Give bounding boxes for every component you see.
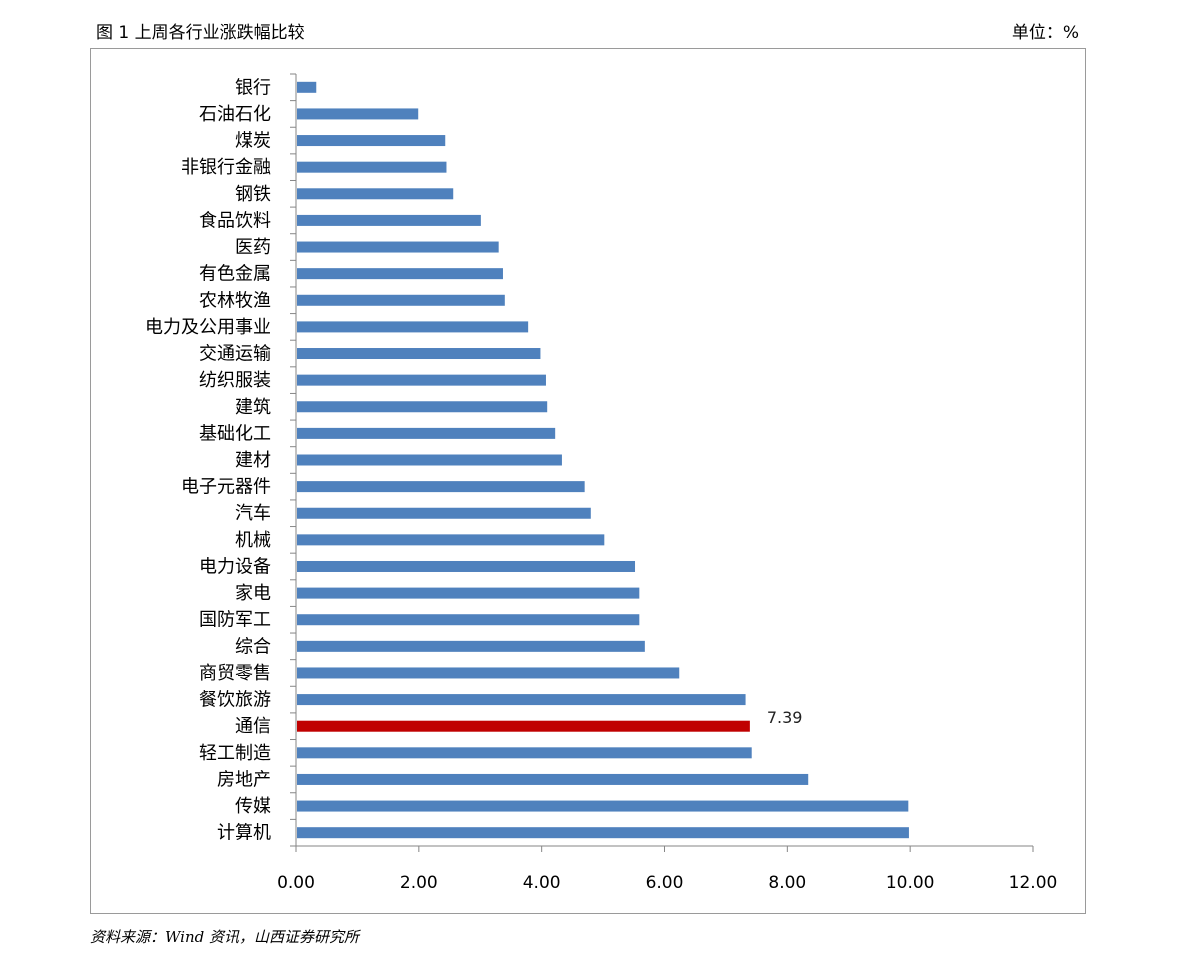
bar-20	[297, 587, 640, 599]
category-label: 机械	[235, 530, 271, 551]
category-label: 有色金属	[199, 264, 271, 285]
category-label: 轻工制造	[199, 743, 271, 764]
category-label: 电子元器件	[181, 477, 271, 498]
x-tick-label: 4.00	[523, 873, 561, 893]
figure-title: 图 1 上周各行业涨跌幅比较	[96, 23, 305, 43]
bar-19	[297, 560, 636, 572]
bar-21	[297, 614, 640, 626]
category-label: 电力设备	[199, 556, 271, 577]
bar-18	[297, 534, 605, 546]
axes: 0.00 2.00 4.00 6.00 8.00 10.00 12.00	[277, 73, 1058, 893]
x-tick-label: 2.00	[400, 873, 438, 893]
bar-12	[297, 374, 546, 386]
category-labels: 银行石油石化煤炭非银行金融钢铁食品饮料医药有色金属农林牧渔电力及公用事业交通运输…	[145, 77, 802, 843]
category-label: 餐饮旅游	[199, 690, 271, 711]
category-label: 商贸零售	[199, 663, 271, 684]
category-label: 交通运输	[199, 344, 271, 365]
category-label: 农林牧渔	[199, 290, 271, 311]
category-label: 建材	[235, 450, 271, 471]
source-note: 资料来源：Wind 资讯，山西证券研究所	[90, 928, 359, 946]
data-label: 7.39	[767, 708, 803, 727]
category-label: 钢铁	[235, 184, 271, 205]
category-label: 银行	[235, 77, 271, 98]
bar-10	[297, 321, 529, 333]
category-label: 基础化工	[199, 423, 271, 444]
category-label: 非银行金融	[181, 157, 271, 178]
bar-7	[297, 241, 499, 253]
bar-1	[297, 81, 317, 93]
category-label: 计算机	[217, 823, 271, 844]
bar-15	[297, 454, 562, 466]
category-label: 传媒	[235, 796, 271, 817]
bar-23	[297, 667, 680, 679]
bar-14	[297, 427, 556, 439]
bar-group	[297, 81, 909, 839]
bar-6	[297, 214, 481, 226]
category-label: 煤炭	[235, 131, 271, 152]
category-label: 综合	[235, 636, 271, 657]
category-label: 医药	[235, 237, 271, 258]
bar-16	[297, 481, 585, 493]
x-tick-label: 0.00	[277, 873, 315, 893]
bar-8	[297, 268, 503, 280]
x-tick-label: 10.00	[886, 873, 935, 893]
category-label: 石油石化	[199, 104, 271, 125]
bar-3	[297, 135, 446, 147]
bar-2	[297, 108, 419, 120]
category-label: 家电	[235, 583, 271, 604]
bar-17	[297, 507, 591, 519]
category-label: 房地产	[217, 769, 271, 790]
bar-11	[297, 348, 541, 360]
bar-26	[297, 747, 752, 759]
bar-5	[297, 188, 454, 200]
category-label: 纺织服装	[199, 370, 271, 391]
category-label: 建筑	[235, 397, 271, 418]
bar-29	[297, 827, 909, 839]
bar-27	[297, 773, 809, 785]
category-label: 电力及公用事业	[145, 317, 271, 338]
chart-header: 图 1 上周各行业涨跌幅比较 单位：%	[96, 18, 1079, 46]
bar-28	[297, 800, 909, 812]
category-label: 食品饮料	[199, 210, 271, 231]
bar-25	[297, 720, 750, 732]
x-tick-label: 6.00	[646, 873, 684, 893]
x-tick-label: 8.00	[768, 873, 806, 893]
category-label: 国防军工	[199, 610, 271, 631]
x-tick-label: 12.00	[1009, 873, 1058, 893]
bar-24	[297, 694, 746, 706]
category-label: 通信	[235, 716, 271, 737]
bar-9	[297, 294, 505, 306]
chart-frame	[90, 48, 1086, 914]
bar-4	[297, 161, 447, 173]
category-label: 汽车	[235, 503, 271, 524]
bar-13	[297, 401, 548, 413]
bar-22	[297, 640, 645, 652]
unit-label: 单位：%	[1011, 23, 1079, 43]
